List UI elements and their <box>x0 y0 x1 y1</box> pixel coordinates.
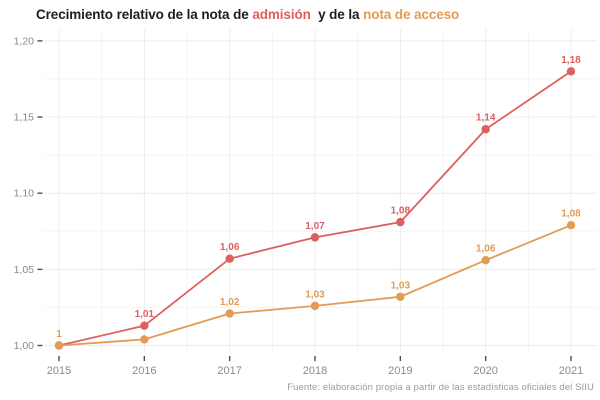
data-point-label-admission: 1,14 <box>476 113 496 124</box>
x-axis-label: 2016 <box>132 365 156 377</box>
data-point-label-access: 1,06 <box>476 244 496 255</box>
y-axis-label: 1,10 <box>14 188 35 200</box>
y-axis-label: 1,05 <box>14 264 35 276</box>
data-point-admission <box>481 125 490 134</box>
x-axis-label: 2021 <box>559 365 583 377</box>
x-axis-label: 2015 <box>47 365 71 377</box>
data-point-access <box>54 341 64 350</box>
data-point-label-admission: 1,01 <box>135 309 155 320</box>
title-admission-keyword: admisión <box>252 7 311 22</box>
x-axis-label: 2018 <box>303 365 327 377</box>
data-point-admission <box>225 254 234 263</box>
data-point-access <box>310 301 320 311</box>
data-point-label-admission: 1,08 <box>391 206 411 217</box>
title-segment-middle: y de la <box>310 7 364 22</box>
source-note: Fuente: elaboración propia a partir de l… <box>287 382 594 393</box>
chart-title: Crecimiento relativo de la nota de admis… <box>36 7 459 24</box>
data-point-admission <box>396 217 405 227</box>
data-point-admission <box>310 233 320 242</box>
data-point-label-access: 1,03 <box>305 289 325 300</box>
data-point-access <box>566 220 576 230</box>
title-segment-prefix: Crecimiento relativo de la nota de <box>36 7 253 22</box>
data-point-access <box>140 335 149 344</box>
data-point-access <box>481 256 490 265</box>
y-axis-label: 1,20 <box>14 35 35 47</box>
data-point-label-access: 1,02 <box>220 297 240 308</box>
data-point-label-access: 1 <box>56 329 62 340</box>
data-point-access <box>225 309 234 318</box>
data-point-admission <box>140 321 149 330</box>
x-axis-label: 2017 <box>217 365 241 377</box>
data-point-label-admission: 1,07 <box>305 221 325 232</box>
data-point-label-admission: 1,06 <box>220 242 240 253</box>
y-axis-label: 1,00 <box>14 340 35 352</box>
title-access-keyword: nota de acceso <box>363 7 460 22</box>
data-point-label-admission: 1,18 <box>561 55 581 66</box>
y-axis-label: 1,15 <box>14 112 35 124</box>
data-point-admission <box>566 67 576 76</box>
x-axis-label: 2020 <box>473 365 497 377</box>
x-axis-label: 2019 <box>388 365 412 377</box>
data-point-label-access: 1,03 <box>391 280 411 291</box>
data-point-label-access: 1,08 <box>561 209 581 220</box>
data-point-access <box>396 292 405 301</box>
